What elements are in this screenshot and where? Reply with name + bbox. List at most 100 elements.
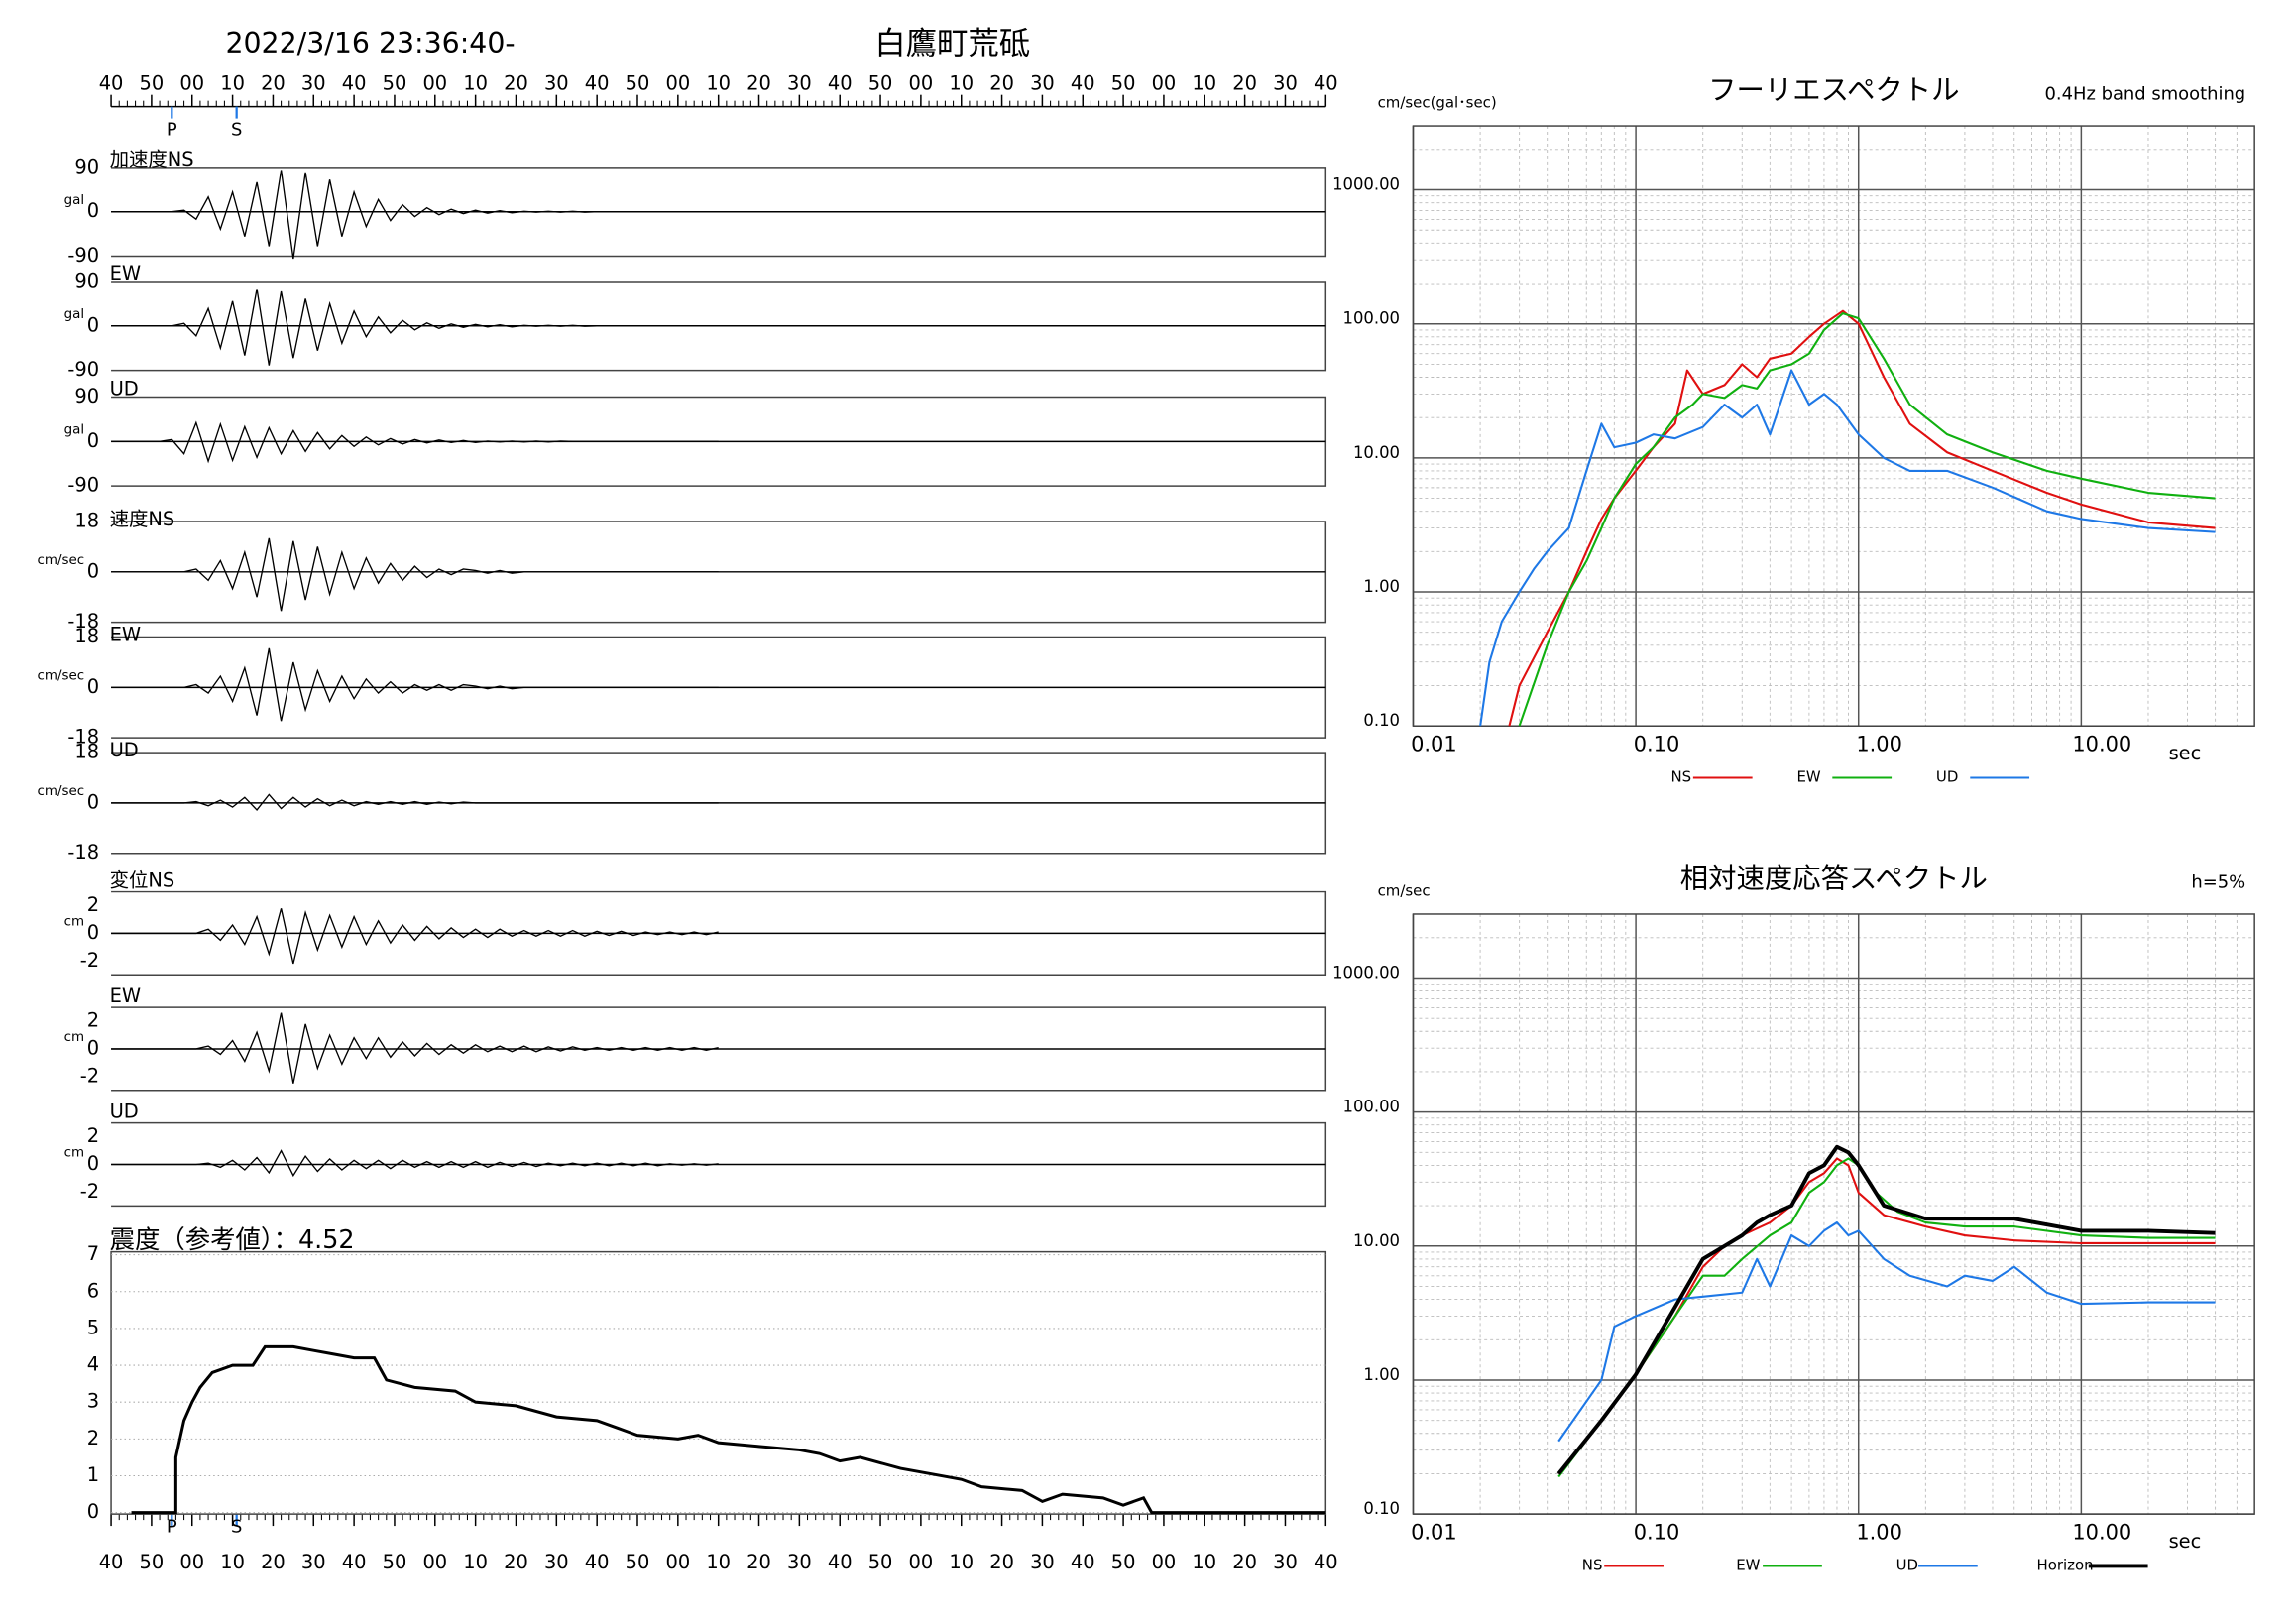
y-tick-label: 0 xyxy=(87,921,99,944)
plot-frame xyxy=(1412,913,2255,1515)
waveform xyxy=(111,908,719,965)
y-tick-label: -2 xyxy=(80,1064,99,1087)
phase-label: P xyxy=(167,1517,177,1538)
y-tick-label: 0.10 xyxy=(1363,711,1400,730)
y-tick-label: 0 xyxy=(87,790,99,813)
x-tick-label: 10 xyxy=(220,1551,245,1573)
x-tick-label: 50 xyxy=(383,1551,407,1573)
legend-label: NS xyxy=(1582,1556,1603,1573)
x-tick-label: 40 xyxy=(1071,1551,1095,1573)
panel-label: 速度NS xyxy=(110,508,175,530)
x-tick-label: 10 xyxy=(220,72,245,95)
x-tick-label: 40 xyxy=(342,72,367,95)
y-tick-label: 18 xyxy=(74,625,99,647)
x-tick-label: 40 xyxy=(828,1551,853,1573)
x-tick-label: 50 xyxy=(140,1551,165,1573)
y-tick-label: 90 xyxy=(74,155,99,177)
x-tick-label: 10 xyxy=(949,72,974,95)
y-tick-label: -18 xyxy=(67,610,99,633)
x-tick-label: 40 xyxy=(828,72,853,95)
waveform xyxy=(111,1012,719,1084)
x-tick-label: 0.01 xyxy=(1411,1521,1457,1545)
panel-label: 変位NS xyxy=(110,869,175,892)
y-tick-label: 1.00 xyxy=(1363,577,1400,596)
y-tick-label: 100.00 xyxy=(1343,1098,1400,1116)
unit-label: cm xyxy=(64,1030,84,1045)
spectrum-line xyxy=(1557,1157,2216,1475)
y-tick-label: 10.00 xyxy=(1353,443,1400,462)
panel-label: EW xyxy=(110,624,141,646)
x-tick-label: 50 xyxy=(383,72,407,95)
y-tick-label: -2 xyxy=(80,949,99,972)
phase-label: P xyxy=(167,120,177,141)
y-tick-label: 2 xyxy=(87,1009,99,1032)
phase-label: S xyxy=(231,1517,242,1538)
x-tick-label: 00 xyxy=(665,72,690,95)
unit-label: cm/sec xyxy=(37,553,84,568)
y-tick-label: 0 xyxy=(87,429,99,452)
y-tick-label: 18 xyxy=(74,510,99,532)
x-tick-label: 50 xyxy=(1111,72,1136,95)
y-tick-label: -18 xyxy=(67,841,99,864)
y-axis-label: cm/sec(gal･sec) xyxy=(1378,94,1497,112)
chart-title: フーリエスペクトル xyxy=(1708,74,1959,107)
y-tick-label: 2 xyxy=(87,893,99,916)
panel-label: EW xyxy=(110,985,141,1007)
x-tick-label: 0.01 xyxy=(1411,733,1457,756)
spectrum-line xyxy=(1557,1221,2216,1443)
y-tick-label: 1 xyxy=(87,1463,99,1486)
spectrum-line xyxy=(1508,309,2216,727)
x-tick-label: 10 xyxy=(463,1551,488,1573)
x-tick-label: 20 xyxy=(261,1551,286,1573)
legend-label: UD xyxy=(1936,768,1958,786)
legend-label: EW xyxy=(1736,1556,1760,1573)
record-title: 2022/3/16 23:36:40- xyxy=(225,27,515,59)
x-tick-label: 10.00 xyxy=(2072,733,2131,756)
annotation: 0.4Hz band smoothing xyxy=(2044,84,2245,105)
panel-frame xyxy=(110,1250,1327,1515)
y-tick-label: -90 xyxy=(67,244,99,267)
unit-label: cm xyxy=(64,914,84,929)
x-tick-label: 40 xyxy=(1314,72,1338,95)
x-tick-label: 30 xyxy=(544,72,569,95)
x-tick-label: 30 xyxy=(1273,72,1298,95)
x-tick-label: 20 xyxy=(504,1551,528,1573)
panel-label: UD xyxy=(110,1101,139,1123)
x-tick-label: 50 xyxy=(1111,1551,1136,1573)
y-tick-label: 100.00 xyxy=(1343,309,1400,328)
x-tick-label: 20 xyxy=(261,72,286,95)
y-tick-label: -90 xyxy=(67,474,99,497)
y-tick-label: 10.00 xyxy=(1353,1231,1400,1250)
spectrum-line xyxy=(1556,1144,2216,1475)
x-tick-label: 20 xyxy=(989,1551,1014,1573)
waveform xyxy=(111,289,719,366)
x-tick-label: 30 xyxy=(301,72,326,95)
y-tick-label: 4 xyxy=(87,1353,99,1376)
x-tick-label: 10 xyxy=(1192,1551,1216,1573)
y-tick-label: 0 xyxy=(87,199,99,222)
x-tick-label: 20 xyxy=(1232,72,1257,95)
x-tick-label: 40 xyxy=(585,1551,610,1573)
x-tick-label: 00 xyxy=(1152,1551,1177,1573)
y-tick-label: 6 xyxy=(87,1279,99,1302)
y-tick-label: 0 xyxy=(87,313,99,336)
x-tick-label: 00 xyxy=(909,1551,934,1573)
x-tick-label: 50 xyxy=(868,1551,893,1573)
unit-label: cm/sec xyxy=(37,668,84,683)
y-tick-label: -90 xyxy=(67,358,99,381)
y-tick-label: 2 xyxy=(87,1427,99,1449)
x-tick-label: 0.10 xyxy=(1634,1521,1680,1545)
legend-label: UD xyxy=(1896,1556,1918,1573)
y-tick-label: -18 xyxy=(67,726,99,749)
y-tick-label: 18 xyxy=(74,741,99,763)
x-tick-label: 30 xyxy=(1273,1551,1298,1573)
x-tick-label: 0.10 xyxy=(1634,733,1680,756)
waveform xyxy=(111,420,719,464)
intensity-title: 震度（参考値）：4.52 xyxy=(110,1224,355,1254)
x-tick-label: 30 xyxy=(1030,1551,1055,1573)
y-tick-label: 1000.00 xyxy=(1332,175,1400,194)
y-tick-label: 5 xyxy=(87,1316,99,1338)
panel-label: 加速度NS xyxy=(110,148,194,171)
waveform xyxy=(111,537,719,612)
